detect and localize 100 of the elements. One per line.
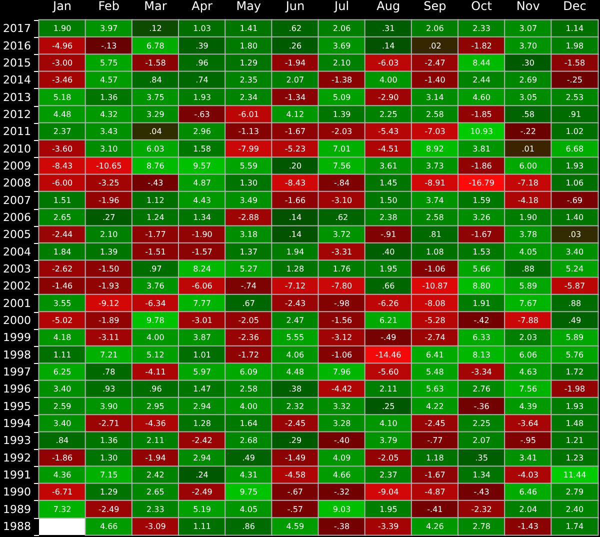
data-label: 9.03 <box>332 504 351 514</box>
data-label: 10.93 <box>470 127 493 136</box>
x-tick-label: Apr <box>192 0 212 13</box>
data-label: -1.13 <box>238 127 259 136</box>
data-label: -2.47 <box>424 58 446 68</box>
x-tick-label: Sep <box>424 0 446 13</box>
data-label: -8.91 <box>424 178 446 188</box>
data-label: 2.65 <box>53 212 72 222</box>
data-label: -1.86 <box>52 453 73 462</box>
data-label: .81 <box>428 230 442 240</box>
data-label: 5.59 <box>240 161 258 170</box>
x-tick-label: Feb <box>98 0 120 13</box>
data-label: -2.44 <box>52 230 73 240</box>
x-tick-label: Dec <box>563 0 586 13</box>
y-tick-label: 2000 <box>2 314 31 327</box>
data-label: -2.42 <box>192 436 212 446</box>
data-label: 1.90 <box>53 24 72 34</box>
data-label: .67 <box>242 298 255 308</box>
data-label: -.22 <box>520 127 536 136</box>
data-label: -4.96 <box>52 41 73 50</box>
data-label: -.91 <box>380 230 396 240</box>
y-tick-label: 1993 <box>2 434 31 448</box>
data-label: -1.72 <box>238 350 259 360</box>
data-label: -1.34 <box>284 92 306 102</box>
data-label: .84 <box>149 76 162 85</box>
data-label: 2.32 <box>286 402 304 411</box>
data-label: 3.75 <box>146 92 164 102</box>
data-label: -1.50 <box>98 264 120 274</box>
data-label: -2.71 <box>98 418 120 428</box>
data-label: -4.58 <box>284 470 306 480</box>
y-tick-label: 2011 <box>2 125 31 138</box>
data-label: 6.09 <box>240 367 258 376</box>
data-label: 1.90 <box>519 212 538 222</box>
data-label: -5.87 <box>564 282 586 291</box>
y-tick-label: 1995 <box>2 400 31 413</box>
data-label: 5.09 <box>332 92 351 102</box>
data-label: -1.82 <box>471 41 492 50</box>
data-label: -2.49 <box>98 504 120 514</box>
data-label: .04 <box>149 127 162 136</box>
data-label: 4.00 <box>146 333 164 342</box>
data-label: -2.90 <box>378 92 399 102</box>
data-label: .49 <box>568 316 582 325</box>
data-label: -.32 <box>334 488 350 497</box>
data-label: .66 <box>382 282 395 291</box>
data-label: 3.29 <box>146 110 164 119</box>
data-label: 2.37 <box>379 470 398 480</box>
data-label: 4.48 <box>53 110 72 119</box>
data-label: 7.56 <box>519 384 538 394</box>
data-label: -6.71 <box>52 488 73 497</box>
data-label: 3.40 <box>566 247 584 256</box>
data-label: -2.74 <box>424 333 446 342</box>
data-label: 2.03 <box>519 333 538 342</box>
data-label: 1.94 <box>286 247 304 256</box>
y-tick-label: 2003 <box>2 262 31 276</box>
data-label: 4.26 <box>426 522 444 531</box>
data-label: 3.43 <box>100 127 118 136</box>
data-label: 5.89 <box>519 282 538 291</box>
data-label: 1.64 <box>240 418 258 428</box>
data-label: -.69 <box>566 196 583 205</box>
data-label: -1.96 <box>98 196 120 205</box>
data-label: 6.21 <box>379 316 398 325</box>
data-label: .86 <box>242 522 255 531</box>
data-label: 3.97 <box>100 24 118 34</box>
data-label: -1.90 <box>192 230 212 240</box>
data-label: 2.40 <box>566 504 584 514</box>
data-label: 4.18 <box>53 333 72 342</box>
data-label: 4.87 <box>193 178 211 188</box>
data-label: 2.10 <box>332 58 351 68</box>
data-label: 6.00 <box>519 161 538 170</box>
data-label: 1.76 <box>332 264 351 274</box>
data-label: 4.57 <box>100 76 118 85</box>
data-label: 3.14 <box>426 92 444 102</box>
data-label: -9.04 <box>378 488 399 497</box>
data-label: 5.63 <box>426 384 444 394</box>
data-label: 4.00 <box>240 402 258 411</box>
data-label: 1.74 <box>566 522 584 531</box>
data-label: -7.80 <box>331 282 352 291</box>
data-label: 2.10 <box>100 230 118 240</box>
data-label: -6.00 <box>52 178 73 188</box>
data-label: -8.43 <box>284 178 306 188</box>
data-label: -.43 <box>474 488 490 497</box>
data-label: 3.61 <box>379 161 398 170</box>
data-label: 4.06 <box>286 350 304 360</box>
data-label: 1.12 <box>146 196 164 205</box>
data-label: 2.11 <box>146 436 164 446</box>
data-label: 1.02 <box>566 127 584 136</box>
data-label: 5.18 <box>53 92 72 102</box>
data-label: 1.51 <box>53 196 72 205</box>
data-label: .29 <box>288 436 302 446</box>
y-tick-label: 2010 <box>2 142 31 156</box>
data-label: -.36 <box>474 402 490 411</box>
data-label: -3.64 <box>518 418 538 428</box>
data-label: -2.03 <box>331 127 352 136</box>
data-label: 4.63 <box>519 367 538 376</box>
data-label: -5.02 <box>52 316 73 325</box>
data-label: -10.65 <box>96 161 122 170</box>
data-label: .93 <box>102 384 116 394</box>
y-tick-label: 1998 <box>2 348 31 362</box>
data-label: 1.11 <box>193 522 211 531</box>
data-label: 2.58 <box>426 212 444 222</box>
